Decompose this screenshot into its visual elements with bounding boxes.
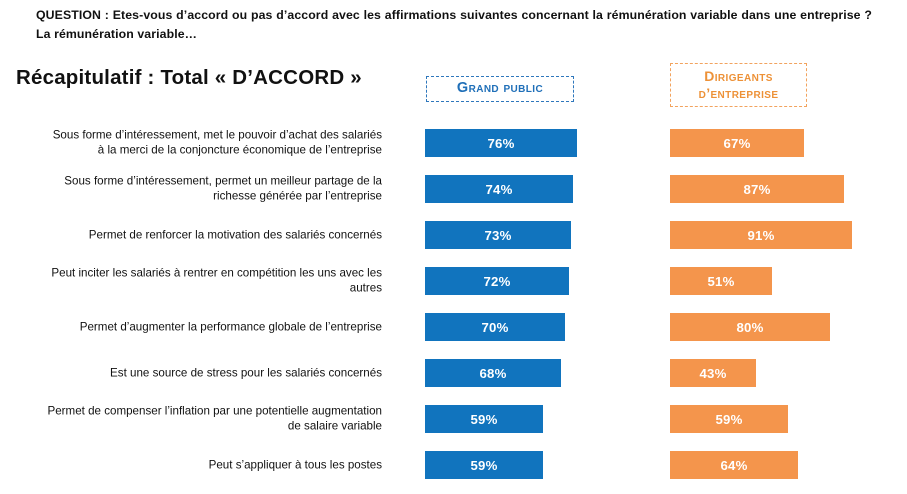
chart-row-label-line: Sous forme d’intéressement, met le pouvo… [52,128,382,142]
bar-grand-public[interactable]: 68% [425,359,561,387]
chart-row-label: Peut s’appliquer à tous les postes [0,457,382,472]
chart-row-label-line: Peut s’appliquer à tous les postes [208,458,382,472]
legend-grand-public-label: Grand public [456,80,544,97]
chart-row: Permet de compenser l’inflation par une … [0,396,907,442]
chart-row: Sous forme d’intéressement, met le pouvo… [0,120,907,166]
chart-row: Peut s’appliquer à tous les postes 59% 64% [0,442,907,488]
chart-header: Récapitulatif : Total « D’ACCORD » Grand… [0,60,907,112]
chart-row-label: Sous forme d’intéressement, permet un me… [0,174,382,205]
bar-grand-public[interactable]: 76% [425,129,577,157]
chart-row-label: Permet de compenser l’inflation par une … [0,404,383,435]
chart-row-label-line: Permet d’augmenter la performance global… [79,320,382,334]
legend-dirigeants-entreprise[interactable]: Dirigeants d’entreprise [670,63,807,107]
bar-dirigeants-entreprise[interactable]: 67% [670,129,804,157]
bar-grand-public[interactable]: 59% [425,451,543,479]
chart-row: Sous forme d’intéressement, permet un me… [0,166,907,212]
bar-dirigeants-entreprise[interactable]: 51% [670,267,772,295]
chart-row-label: Permet d’augmenter la performance global… [0,319,382,334]
chart-row-label-line: Est une source de stress pour les salari… [110,366,382,380]
bar-dirigeants-entreprise[interactable]: 87% [670,175,844,203]
chart-row-label: Peut inciter les salariés à rentrer en c… [0,266,382,297]
bar-grand-public[interactable]: 72% [425,267,569,295]
bar-grand-public[interactable]: 59% [425,405,543,433]
chart-row-label: Sous forme d’intéressement, met le pouvo… [0,128,382,159]
bar-chart: Sous forme d’intéressement, met le pouvo… [0,120,907,488]
page-title: Récapitulatif : Total « D’ACCORD » [16,66,362,89]
legend-grand-public[interactable]: Grand public [426,76,574,102]
chart-row: Permet d’augmenter la performance global… [0,304,907,350]
chart-row-label: Permet de renforcer la motivation des sa… [0,227,382,242]
legend-dirigeants-entreprise-label: Dirigeants d’entreprise [698,67,779,101]
bar-dirigeants-entreprise[interactable]: 64% [670,451,798,479]
chart-row-label-line: à la merci de la conjoncture économique … [97,144,382,157]
bar-grand-public[interactable]: 74% [425,175,573,203]
chart-row-label-line: de salaire variable [287,420,382,433]
bar-grand-public[interactable]: 73% [425,221,571,249]
bar-dirigeants-entreprise[interactable]: 43% [670,359,756,387]
chart-row-label: Est une source de stress pour les salari… [0,365,382,380]
chart-row: Est une source de stress pour les salari… [0,350,907,396]
chart-row: Peut inciter les salariés à rentrer en c… [0,258,907,304]
chart-row: Permet de renforcer la motivation des sa… [0,212,907,258]
chart-row-label-line: Peut inciter les salariés à rentrer en c… [51,266,382,280]
bar-dirigeants-entreprise[interactable]: 59% [670,405,788,433]
question-text: QUESTION : Etes-vous d’accord ou pas d’a… [36,8,872,42]
chart-row-label-line: richesse générée par l’entreprise [213,190,382,203]
bar-dirigeants-entreprise[interactable]: 80% [670,313,830,341]
chart-row-label-line: Sous forme d’intéressement, permet un me… [64,174,382,188]
chart-row-label-line: autres [349,282,382,295]
bar-dirigeants-entreprise[interactable]: 91% [670,221,852,249]
chart-row-label-line: Permet de compenser l’inflation par une … [47,404,383,418]
chart-row-label-line: Permet de renforcer la motivation des sa… [88,228,382,242]
bar-grand-public[interactable]: 70% [425,313,565,341]
